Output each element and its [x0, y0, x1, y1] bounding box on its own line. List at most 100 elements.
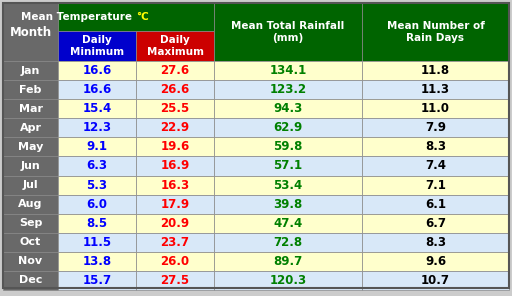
Bar	[3, 156, 58, 176]
Text: 123.2: 123.2	[269, 83, 307, 96]
Text: 16.3: 16.3	[160, 178, 189, 192]
Bar	[362, 233, 509, 252]
Bar	[362, 80, 509, 99]
Text: Dec: Dec	[19, 276, 42, 285]
Text: Mean Number of
Rain Days: Mean Number of Rain Days	[387, 21, 484, 43]
Bar	[136, 194, 214, 214]
Text: 16.6: 16.6	[82, 83, 112, 96]
Text: 10.7: 10.7	[421, 274, 450, 287]
Text: 6.7: 6.7	[425, 217, 446, 230]
Text: 19.6: 19.6	[160, 140, 189, 153]
Bar	[136, 271, 214, 290]
Text: 11.8: 11.8	[421, 64, 450, 77]
Text: 6.3: 6.3	[87, 160, 108, 173]
Text: 6.1: 6.1	[425, 198, 446, 211]
Bar	[136, 31, 214, 61]
Bar	[362, 214, 509, 233]
Text: 47.4: 47.4	[273, 217, 303, 230]
Text: 134.1: 134.1	[269, 64, 307, 77]
Bar	[3, 99, 58, 118]
Bar	[362, 271, 509, 290]
Bar	[214, 99, 362, 118]
Bar	[58, 214, 136, 233]
Text: 16.9: 16.9	[160, 160, 189, 173]
Text: 15.4: 15.4	[82, 102, 112, 115]
Text: Feb: Feb	[19, 85, 41, 95]
Text: Mar: Mar	[18, 104, 42, 114]
Text: Nov: Nov	[18, 256, 42, 266]
Text: 8.5: 8.5	[87, 217, 108, 230]
Bar	[362, 252, 509, 271]
Text: Mean Total Rainfall
(mm): Mean Total Rainfall (mm)	[231, 21, 345, 43]
Bar	[214, 214, 362, 233]
Bar	[58, 118, 136, 137]
Text: 72.8: 72.8	[273, 236, 303, 249]
Bar	[136, 156, 214, 176]
Bar	[362, 194, 509, 214]
Text: 11.0: 11.0	[421, 102, 450, 115]
Text: 20.9: 20.9	[160, 217, 189, 230]
Bar	[136, 61, 214, 80]
Text: 15.7: 15.7	[82, 274, 112, 287]
Bar	[214, 252, 362, 271]
Bar	[3, 80, 58, 99]
Bar	[214, 3, 362, 61]
Bar	[214, 61, 362, 80]
Bar	[3, 194, 58, 214]
Bar	[58, 194, 136, 214]
Bar	[58, 271, 136, 290]
Bar	[214, 271, 362, 290]
Bar	[136, 252, 214, 271]
Text: 12.3: 12.3	[82, 121, 112, 134]
Text: 27.5: 27.5	[160, 274, 189, 287]
Text: Jul: Jul	[23, 180, 38, 190]
Text: 8.3: 8.3	[425, 140, 446, 153]
Bar	[3, 252, 58, 271]
Text: Daily
Minimum: Daily Minimum	[70, 35, 124, 57]
Text: May: May	[18, 142, 43, 152]
Text: 5.3: 5.3	[87, 178, 108, 192]
Bar	[136, 214, 214, 233]
Bar	[362, 118, 509, 137]
Bar	[214, 80, 362, 99]
Bar	[362, 176, 509, 194]
Text: Sep: Sep	[19, 218, 42, 228]
Text: 120.3: 120.3	[269, 274, 307, 287]
Bar	[214, 137, 362, 156]
Text: 26.6: 26.6	[160, 83, 189, 96]
Bar	[214, 194, 362, 214]
Text: Jan: Jan	[21, 65, 40, 75]
Bar	[136, 118, 214, 137]
Bar	[136, 99, 214, 118]
Text: 57.1: 57.1	[273, 160, 303, 173]
Bar	[362, 137, 509, 156]
Text: 7.1: 7.1	[425, 178, 446, 192]
Text: 53.4: 53.4	[273, 178, 303, 192]
Bar	[136, 176, 214, 194]
Text: 59.8: 59.8	[273, 140, 303, 153]
Bar	[214, 233, 362, 252]
Text: 7.4: 7.4	[425, 160, 446, 173]
Text: 6.0: 6.0	[87, 198, 108, 211]
Text: 11.5: 11.5	[82, 236, 112, 249]
Text: °C: °C	[136, 12, 149, 22]
Bar	[136, 137, 214, 156]
Text: Mean Temperature: Mean Temperature	[22, 12, 136, 22]
Bar	[58, 99, 136, 118]
Text: Month: Month	[9, 25, 52, 38]
Bar	[362, 3, 509, 61]
Bar	[3, 233, 58, 252]
Text: 89.7: 89.7	[273, 255, 303, 268]
Bar	[58, 137, 136, 156]
Text: 27.6: 27.6	[160, 64, 189, 77]
Bar	[214, 118, 362, 137]
Bar	[214, 156, 362, 176]
Text: 7.9: 7.9	[425, 121, 446, 134]
Bar	[58, 233, 136, 252]
Bar	[58, 31, 136, 61]
Text: 16.6: 16.6	[82, 64, 112, 77]
Text: 9.1: 9.1	[87, 140, 108, 153]
Bar	[3, 137, 58, 156]
Bar	[58, 80, 136, 99]
Text: Daily
Maximum: Daily Maximum	[146, 35, 203, 57]
